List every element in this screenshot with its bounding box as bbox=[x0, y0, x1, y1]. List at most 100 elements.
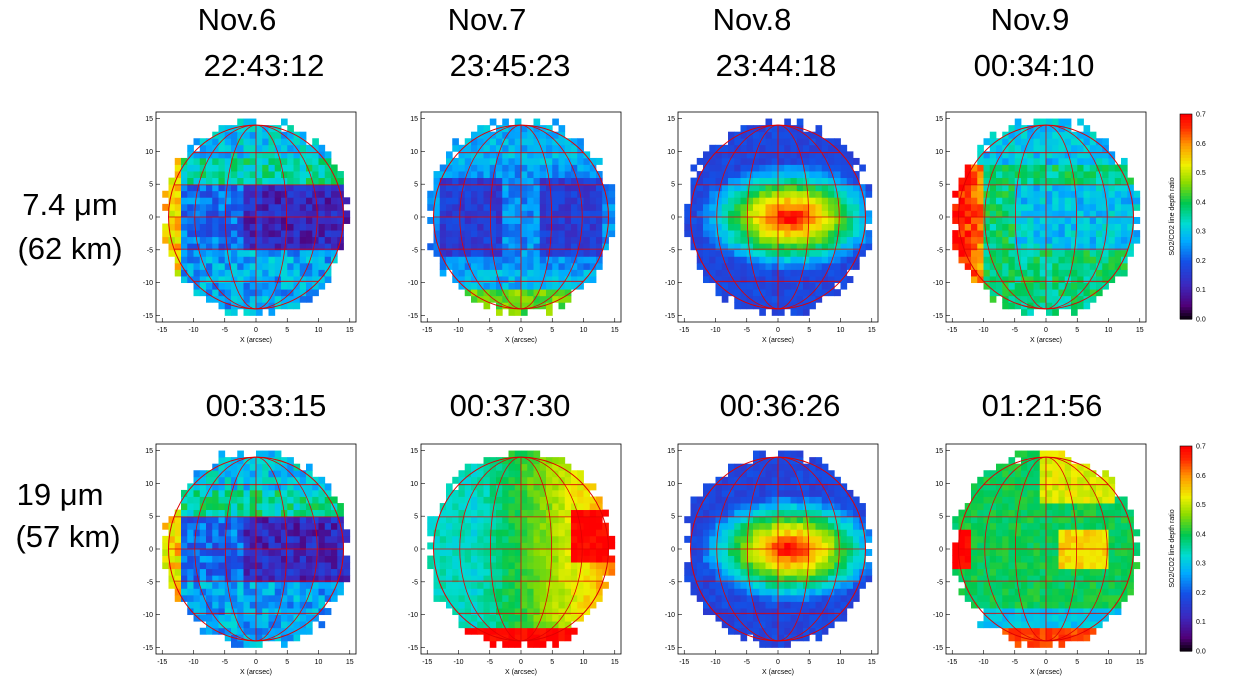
heatmap-cell bbox=[452, 157, 459, 165]
heatmap-cell bbox=[174, 184, 182, 192]
heatmap-cell bbox=[262, 138, 269, 146]
heatmap-cell bbox=[977, 144, 984, 152]
heatmap-cell bbox=[771, 457, 779, 465]
heatmap-cell bbox=[312, 549, 319, 556]
heatmap-cell bbox=[458, 276, 466, 284]
heatmap-cell bbox=[439, 522, 447, 530]
heatmap-cell bbox=[224, 496, 232, 504]
heatmap-cell bbox=[977, 217, 984, 224]
heatmap-cell bbox=[1046, 131, 1053, 139]
heatmap-cell bbox=[243, 483, 251, 491]
heatmap-cell bbox=[281, 568, 288, 576]
heatmap-cell bbox=[174, 568, 182, 576]
heatmap-cell bbox=[181, 230, 188, 238]
heatmap-cell bbox=[1027, 243, 1034, 251]
heatmap-cell bbox=[312, 256, 319, 264]
heatmap-cell bbox=[771, 627, 779, 635]
heatmap-cell bbox=[508, 243, 516, 251]
heatmap-cell bbox=[206, 289, 213, 297]
heatmap-cell bbox=[181, 522, 188, 530]
heatmap-cell bbox=[1002, 249, 1009, 257]
heatmap-cell bbox=[433, 171, 441, 179]
heatmap-cell bbox=[256, 295, 263, 303]
heatmap-cell bbox=[224, 276, 232, 284]
heatmap-cell bbox=[803, 203, 810, 211]
heatmap-cell bbox=[1052, 269, 1059, 277]
heatmap-cell bbox=[828, 496, 835, 504]
heatmap-cell bbox=[753, 476, 760, 484]
heatmap-cell bbox=[212, 555, 219, 563]
heatmap-cell bbox=[218, 144, 226, 152]
heatmap-cell bbox=[256, 489, 263, 497]
heatmap-cell bbox=[1064, 190, 1072, 198]
heatmap-cell bbox=[489, 594, 497, 602]
heatmap-cell bbox=[564, 203, 572, 211]
heatmap-cell bbox=[602, 210, 609, 218]
heatmap-cell bbox=[331, 256, 338, 264]
heatmap-cell bbox=[218, 125, 226, 133]
heatmap-cell bbox=[753, 522, 760, 530]
heatmap-cell bbox=[778, 627, 785, 635]
x-tick-label: 15 bbox=[346, 327, 354, 334]
heatmap-cell bbox=[489, 542, 497, 550]
heatmap-cell bbox=[964, 249, 972, 257]
heatmap-cell bbox=[1046, 282, 1053, 290]
heatmap-cell bbox=[1064, 249, 1072, 257]
heatmap-cell bbox=[274, 171, 282, 179]
heatmap-cell bbox=[765, 249, 773, 257]
heatmap-cell bbox=[343, 210, 351, 218]
heatmap-cell bbox=[821, 476, 829, 484]
heatmap-cell bbox=[552, 634, 559, 642]
heatmap-cell bbox=[224, 575, 232, 583]
heatmap-cell bbox=[1027, 269, 1034, 277]
heatmap-cell bbox=[1008, 276, 1016, 284]
heatmap-cell bbox=[784, 282, 791, 290]
heatmap-cell bbox=[577, 489, 584, 497]
heatmap-cell bbox=[514, 581, 522, 589]
heatmap-cell bbox=[287, 601, 294, 609]
heatmap-cell bbox=[796, 594, 804, 602]
heatmap-cell bbox=[571, 503, 578, 511]
heatmap-cell bbox=[1102, 203, 1109, 211]
heatmap-cell bbox=[771, 594, 779, 602]
heatmap-cell bbox=[281, 627, 288, 635]
heatmap-cell bbox=[740, 562, 748, 570]
heatmap-cell bbox=[1096, 249, 1103, 257]
heatmap-cell bbox=[452, 230, 459, 238]
heatmap-cell bbox=[1121, 157, 1128, 165]
heatmap-cell bbox=[439, 217, 447, 224]
heatmap-cell bbox=[728, 256, 735, 264]
heatmap-cell bbox=[256, 614, 263, 622]
heatmap-cell bbox=[324, 535, 332, 543]
heatmap-cell bbox=[989, 210, 997, 218]
heatmap-cell bbox=[521, 289, 528, 297]
heatmap-cell bbox=[552, 243, 559, 251]
heatmap-cell bbox=[728, 164, 735, 172]
heatmap-cell bbox=[1114, 223, 1122, 231]
heatmap-cell bbox=[533, 516, 541, 524]
heatmap-cell bbox=[218, 614, 226, 622]
heatmap-cell bbox=[778, 522, 785, 530]
heatmap-cell bbox=[293, 509, 301, 517]
heatmap-cell bbox=[281, 190, 288, 198]
heatmap-cell bbox=[533, 476, 541, 484]
heatmap-cell bbox=[809, 249, 816, 257]
heatmap-cell bbox=[602, 217, 609, 224]
heatmap-cell bbox=[821, 197, 829, 205]
heatmap-cell bbox=[734, 217, 741, 224]
heatmap-cell bbox=[721, 542, 729, 550]
heatmap-cell bbox=[709, 249, 716, 257]
heatmap-cell bbox=[256, 516, 263, 524]
heatmap-cell bbox=[268, 581, 276, 589]
heatmap-cell bbox=[1058, 230, 1066, 238]
heatmap-cell bbox=[602, 549, 609, 556]
heatmap-cell bbox=[496, 289, 503, 297]
heatmap-cell bbox=[778, 594, 785, 602]
heatmap-cell bbox=[1033, 269, 1041, 277]
heatmap-cell bbox=[1102, 210, 1109, 218]
heatmap-cell bbox=[796, 470, 804, 478]
y-tick-label: 15 bbox=[410, 448, 418, 455]
heatmap-cell bbox=[709, 529, 716, 537]
heatmap-cell bbox=[546, 197, 553, 205]
heatmap-cell bbox=[765, 489, 773, 497]
